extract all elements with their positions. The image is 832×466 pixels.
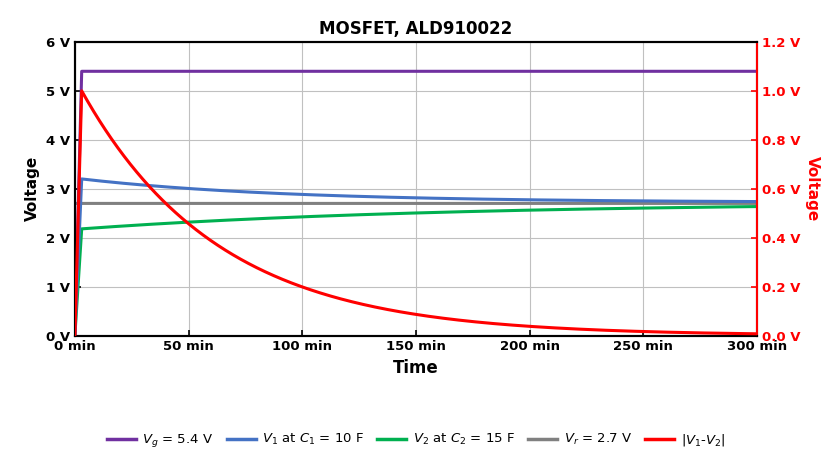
X-axis label: Time: Time: [394, 359, 438, 377]
Legend: $V_g$ = 5.4 V, $V_1$ at $C_1$ = 10 F, $V_2$ at $C_2$ = 15 F, $V_r$ = 2.7 V, $|V_: $V_g$ = 5.4 V, $V_1$ at $C_1$ = 10 F, $V…: [102, 426, 730, 455]
Title: MOSFET, ALD910022: MOSFET, ALD910022: [319, 20, 513, 38]
Y-axis label: Voltage: Voltage: [805, 156, 820, 221]
Y-axis label: Voltage: Voltage: [25, 156, 40, 221]
